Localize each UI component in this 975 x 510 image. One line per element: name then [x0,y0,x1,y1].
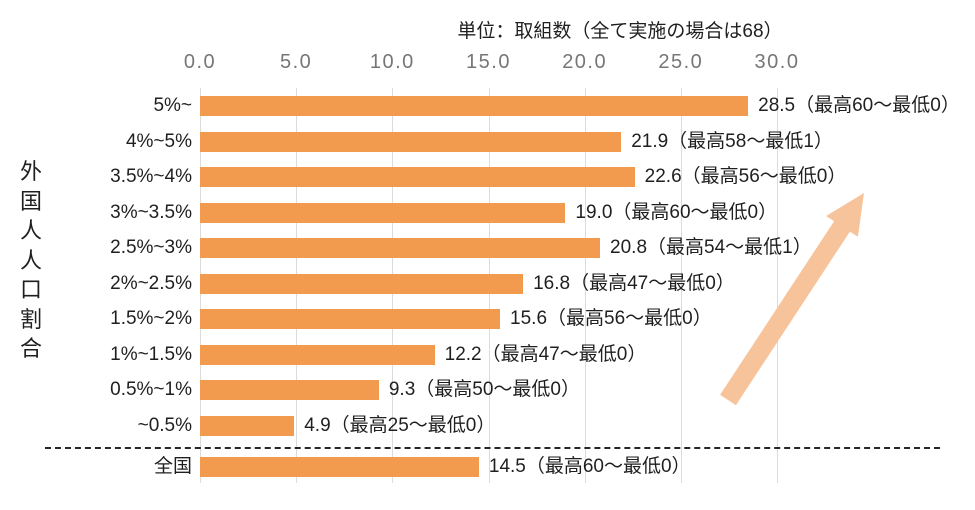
y-axis-title-char: 国 [19,188,42,214]
y-axis-title-char: 口 [19,277,42,302]
bar [200,309,501,329]
y-axis-title-char: 外 [19,159,42,184]
x-tick-label: 5.0 [280,51,313,73]
category-label: ~0.5% [137,414,192,436]
category-label: 1%~1.5% [110,343,192,365]
bar [200,415,295,436]
category-label: 4%~5% [125,130,192,152]
category-label: 3.5%~4% [110,166,192,187]
bar [200,273,524,294]
x-tick-label: 15.0 [466,51,511,73]
bar-value-label: 21.9（最高58～最低1） [631,130,833,152]
bar-value-label: 22.6（最高56～最低0） [644,166,847,187]
bar-value-label: 14.5（最高60～最低0） [488,456,691,477]
bar [200,457,479,477]
x-tick-label: 0.0 [183,51,217,73]
bar-value-label: 9.3（最高50～最低0） [388,379,580,400]
trend-arrow-shape [720,193,864,406]
bar [200,167,635,187]
bar-value-label: 28.5（最高60～最低0） [758,95,960,116]
x-tick-label: 10.0 [369,51,415,73]
bar-value-label: 19.0（最高60～最低0） [575,201,778,223]
category-label: 全国 [153,456,192,477]
bar-value-label: 12.2（最高47～最低0） [444,343,647,365]
x-tick-label: 20.0 [562,51,608,73]
y-axis-title-char: 人 [19,247,42,273]
national-summary-separator-line [45,447,940,449]
gridline [584,88,586,483]
bar [200,131,622,152]
bar-value-label: 15.6（最高56～最低0） [510,308,712,329]
bar [200,96,749,116]
bar-value-label: 4.9（最高25～最低0） [304,414,496,436]
category-label: 1.5%~2% [110,308,192,329]
bar [200,238,601,258]
category-label: 2.5%~3% [110,237,192,258]
chart-title: 単位：取組数（全て実施の場合は68） [457,21,783,42]
gridline [680,88,682,483]
category-label: 5%~ [153,95,192,116]
x-tick-label: 25.0 [658,51,704,73]
bar [200,202,566,223]
y-axis-title: 外国人人口割合 [16,157,46,364]
category-label: 0.5%~1% [110,379,192,400]
y-axis-title-char: 合 [19,336,42,361]
y-axis-title-char: 割 [19,306,42,332]
category-label: 2%~2.5% [110,272,192,294]
y-axis-title-char: 人 [19,218,42,243]
bar-value-label: 20.8（最高54～最低1） [610,237,812,258]
category-label: 3%~3.5% [110,201,192,223]
bar [200,344,435,365]
bar-value-label: 16.8（最高47～最低0） [533,272,735,294]
bar [200,380,379,400]
x-tick-label: 30.0 [754,51,800,73]
